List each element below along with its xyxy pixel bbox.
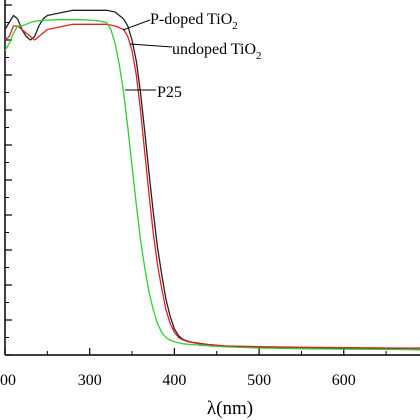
y-axis (4, 0, 12, 356)
annotation-label: P25 (157, 84, 182, 101)
x-tick-label: 500 (247, 372, 271, 389)
series-layer (4, 9, 420, 351)
x-axis-title: λ(nm) (207, 398, 253, 419)
series-line-p-doped-tio2 (4, 9, 420, 351)
annotation-leader (122, 19, 151, 31)
annotation-layer: P-doped TiO2 undoped TiO2 P25 (122, 11, 262, 101)
x-tick-label: 400 (162, 372, 186, 389)
x-tick-label: 00 (0, 372, 16, 389)
annotation-leader (129, 43, 173, 48)
x-axis: 00 300 400 500 600 (0, 348, 420, 389)
annotation-label: P-doped TiO2 (150, 11, 238, 32)
series-line-undoped-tio2 (4, 23, 420, 349)
series-line-p25 (4, 19, 420, 351)
annotation-label: undoped TiO2 (172, 41, 262, 62)
x-tick-label: 300 (78, 372, 102, 389)
x-tick-label: 600 (332, 372, 356, 389)
